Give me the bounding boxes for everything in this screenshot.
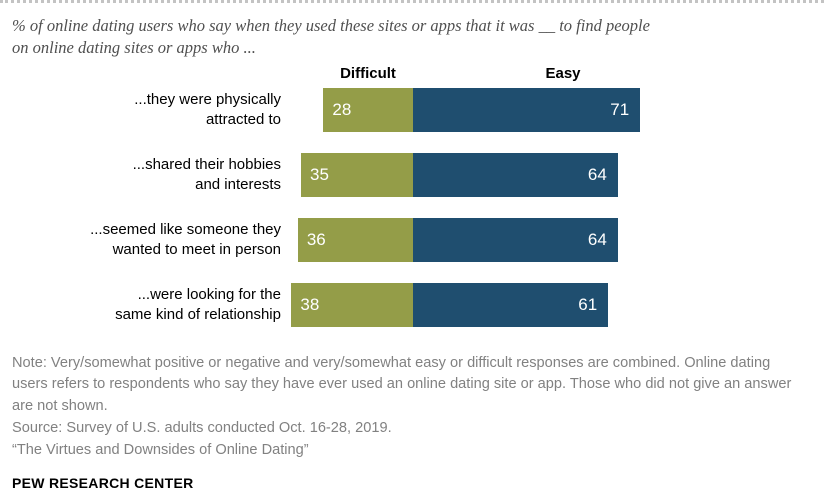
note-text: Note: Very/somewhat positive or negative…: [12, 354, 792, 415]
difficult-value-label: 35: [310, 164, 329, 184]
difficult-header: Difficult: [340, 64, 396, 82]
easy-bar: 71: [413, 87, 641, 132]
easy-value-label: 71: [610, 99, 630, 119]
chart-row: ...were looking for the same kind of rel…: [12, 282, 810, 327]
easy-bar: 64: [413, 152, 618, 197]
chart-row: ...shared their hobbies and interests 35 6…: [12, 152, 810, 197]
difficult-zone: 36: [291, 217, 413, 262]
difficult-bar: 28: [323, 87, 413, 132]
difficult-value-label: 36: [306, 229, 326, 249]
category-label: ...were looking for the same kind of rel…: [115, 286, 281, 323]
source-text: Source: Survey of U.S. adults conducted …: [12, 420, 392, 437]
notes-block: Note: Very/somewhat positive or negative…: [12, 353, 794, 462]
quote-text: “The Virtues and Downsides of Online Dat…: [12, 442, 309, 459]
easy-value-label: 61: [578, 294, 598, 314]
pew-research-center-label: PEW RESEARCH CENTER: [12, 474, 194, 491]
legend-row: Difficult Easy: [12, 65, 810, 88]
easy-bar: 64: [413, 217, 618, 262]
difficult-value-label: 38: [300, 294, 320, 314]
category-label: ...shared their hobbies and interests: [132, 156, 281, 193]
difficult-bar: 35: [301, 152, 413, 197]
difficult-bar: 38: [291, 282, 413, 327]
chart: Difficult Easy ...they were physically a…: [12, 65, 810, 327]
chart-row: ...seemed like someone they wanted to me…: [12, 217, 810, 262]
category-label: ...they were physically attracted to: [134, 91, 281, 128]
difficult-zone: 35: [291, 152, 413, 197]
easy-value-label: 64: [587, 229, 607, 249]
easy-value-label: 64: [587, 164, 607, 184]
easy-bar: 61: [413, 282, 609, 327]
difficult-bar: 36: [297, 217, 413, 262]
difficult-zone: 28: [291, 87, 413, 132]
chart-rows: ...they were physically attracted to 28 71…: [12, 87, 810, 327]
chart-row: ...they were physically attracted to 28 71: [12, 87, 810, 132]
chart-title: % of online dating users who say when th…: [12, 16, 650, 57]
difficult-zone: 38: [291, 282, 413, 327]
easy-header: Easy: [545, 64, 581, 82]
difficult-value-label: 28: [332, 99, 352, 119]
category-label: ...seemed like someone they wanted to me…: [90, 221, 281, 258]
